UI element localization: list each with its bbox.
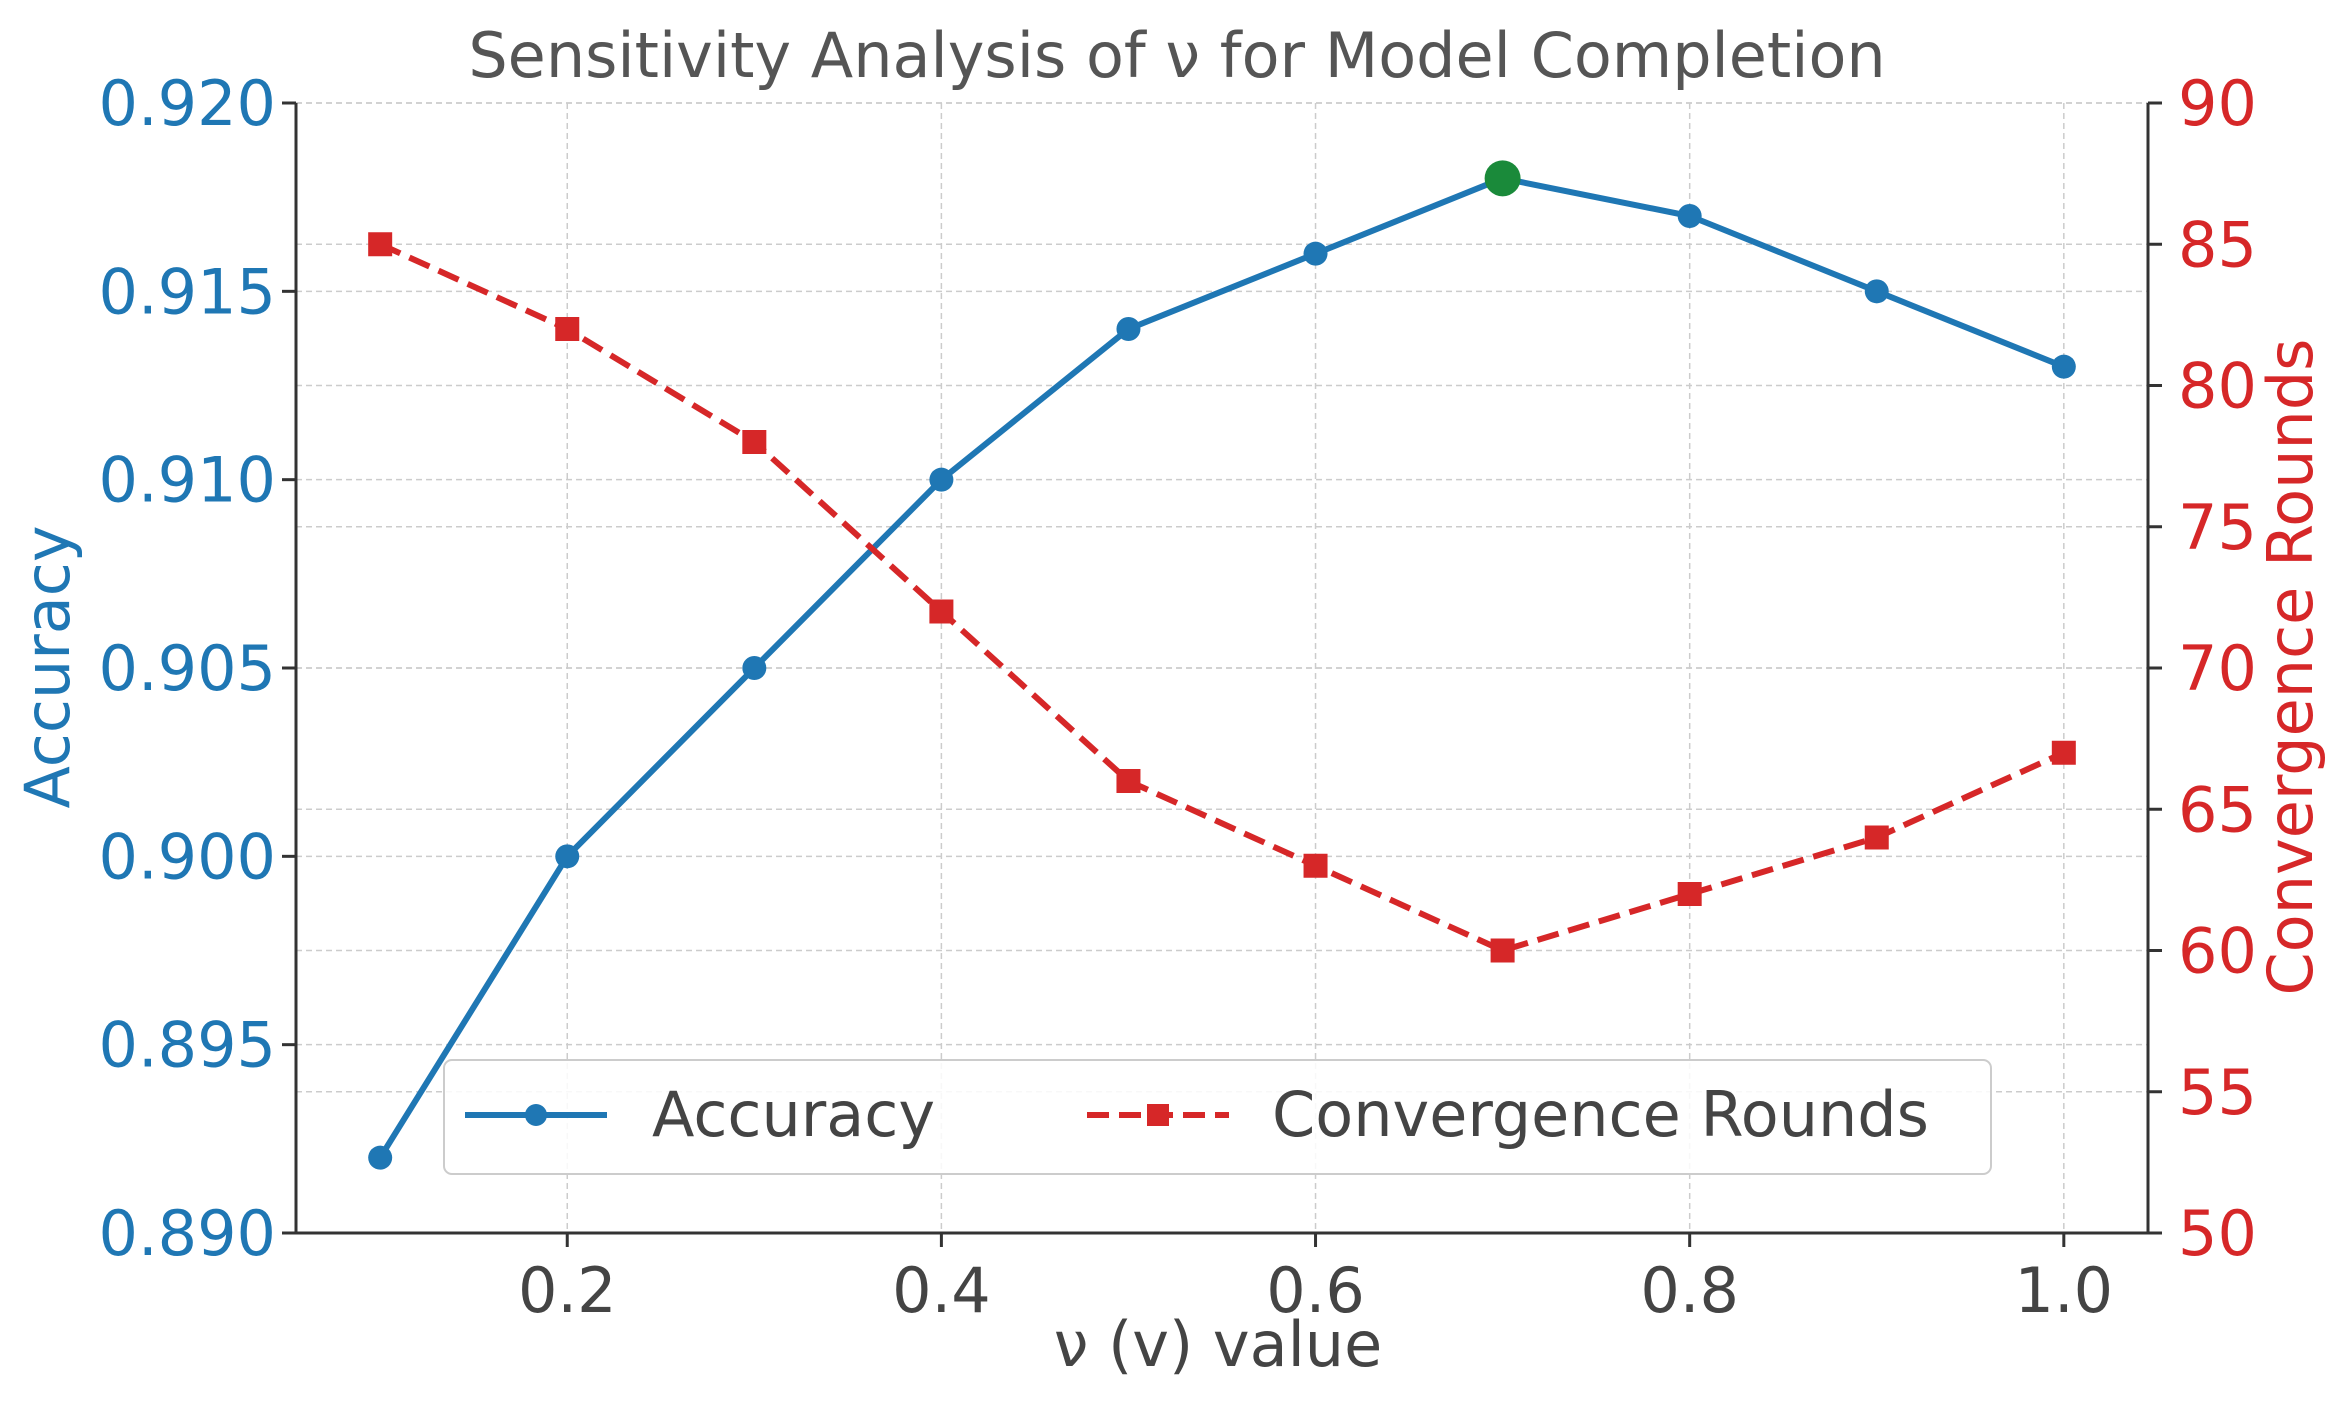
legend-accuracy-marker: [525, 1104, 547, 1126]
y-axis-label-right: Convergence Rounds: [2254, 339, 2327, 996]
ticks: 0.2 0.4 0.6 0.8 1.0 0.890 0.895 0.900 0.905 0.910…: [99, 67, 2257, 1327]
accuracy-point: [742, 656, 767, 680]
convergence-rounds-line: [378, 241, 2066, 954]
y-tick-label-right: 65: [2178, 773, 2257, 846]
convergence-rounds-point: [1490, 938, 1515, 963]
y-tick-label-right: 55: [2178, 1056, 2257, 1129]
series-layer: [368, 160, 2076, 1170]
convergence-rounds-point: [1303, 853, 1328, 878]
convergence-rounds-point: [368, 232, 393, 257]
legend-convergence-marker: [1147, 1104, 1169, 1126]
y-tick-label-left: 0.890: [99, 1197, 277, 1270]
convergence-rounds-point: [1677, 882, 1702, 906]
y-tick-label-right: 60: [2178, 915, 2257, 988]
y-tick-label-left: 0.915: [99, 255, 277, 328]
y-tick-label-left: 0.900: [99, 820, 277, 893]
legend-accuracy-label: Accuracy: [652, 1078, 935, 1151]
x-tick-label: 0.6: [1266, 1254, 1365, 1327]
convergence-rounds-point: [929, 599, 954, 624]
legend-convergence-label: Convergence Rounds: [1272, 1078, 1929, 1151]
y-axis-label-left: Accuracy: [11, 525, 84, 808]
x-tick-label: 0.8: [1640, 1254, 1739, 1327]
accuracy-point: [368, 1145, 393, 1170]
convergence-rounds-point: [742, 430, 767, 454]
x-tick-label: 0.2: [518, 1254, 617, 1327]
accuracy-line: [377, 175, 2065, 1160]
y-tick-label-right: 90: [2178, 67, 2257, 140]
x-axis-label: ν (v) value: [1054, 1308, 1382, 1381]
convergence-rounds-point: [2051, 740, 2076, 765]
y-tick-label-right: 70: [2178, 632, 2257, 705]
y-tick-label-left: 0.910: [99, 444, 277, 517]
y-tick-label-right: 50: [2178, 1197, 2257, 1270]
accuracy-point: [555, 844, 580, 869]
convergence-rounds-point: [1864, 825, 1889, 850]
y-tick-label-right: 80: [2178, 350, 2257, 423]
accuracy-point: [1116, 317, 1141, 341]
legend-entry-convergence: Convergence Rounds: [1087, 1078, 1929, 1151]
y-tick-label-left: 0.905: [99, 632, 277, 705]
legend: Accuracy Convergence Rounds: [443, 1059, 1992, 1175]
convergence-rounds-point: [1116, 769, 1141, 793]
grid: [296, 102, 2148, 1234]
y-tick-label-left: 0.920: [99, 67, 277, 140]
accuracy-point: [1864, 279, 1889, 304]
accuracy-point: [2051, 354, 2076, 379]
best-accuracy-point: [1484, 160, 1521, 197]
accuracy-point: [1303, 241, 1328, 266]
accuracy-point: [1677, 204, 1702, 228]
convergence-rounds-point: [555, 317, 580, 341]
accuracy-point: [929, 467, 954, 492]
x-tick-label: 1.0: [2015, 1254, 2114, 1327]
y-tick-label-left: 0.895: [99, 1009, 277, 1082]
legend-entry-accuracy: Accuracy: [465, 1078, 935, 1151]
chart-title: Sensitivity Analysis of ν for Model Comp…: [468, 19, 1885, 92]
y-tick-label-right: 85: [2178, 208, 2257, 281]
y-tick-label-right: 75: [2178, 491, 2257, 564]
x-tick-label: 0.4: [892, 1254, 991, 1327]
